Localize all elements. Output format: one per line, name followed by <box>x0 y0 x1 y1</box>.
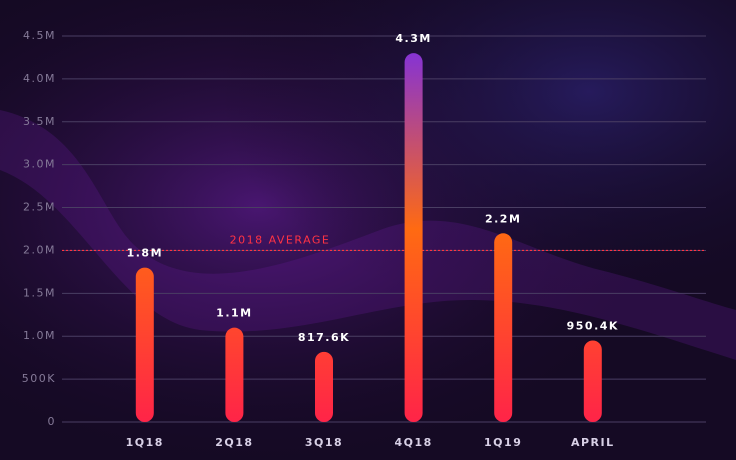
y-tick-label: 1.0M <box>23 329 56 342</box>
y-tick-label: 500K <box>22 372 56 385</box>
x-tick-label: APRIL <box>571 436 615 449</box>
x-tick-label: 1Q18 <box>126 436 164 449</box>
value-label: 2.2M <box>485 212 521 225</box>
x-tick-label: 1Q19 <box>484 436 522 449</box>
y-tick-label: 2.5M <box>23 201 56 214</box>
value-label: 4.3M <box>395 32 431 45</box>
y-tick-label: 3.5M <box>23 115 56 128</box>
bar <box>225 327 244 422</box>
x-tick-label: 2Q18 <box>215 436 253 449</box>
y-tick-label: 2.0M <box>23 243 56 256</box>
bar <box>583 340 602 422</box>
background-wave <box>0 110 736 360</box>
reference-label: 2018 AVERAGE <box>230 233 331 246</box>
bar <box>315 351 333 422</box>
value-label: 1.1M <box>216 307 252 320</box>
y-tick-label: 3.0M <box>23 158 56 171</box>
value-label: 817.6K <box>298 331 350 344</box>
bar <box>404 53 423 423</box>
value-label: 950.4K <box>567 319 619 332</box>
value-label: 1.8M <box>127 247 163 260</box>
bar <box>135 267 154 422</box>
y-tick-label: 0 <box>48 415 57 428</box>
y-tick-label: 4.0M <box>23 72 56 85</box>
y-tick-label: 4.5M <box>23 29 56 42</box>
bar <box>494 233 513 422</box>
y-tick-label: 1.5M <box>23 286 56 299</box>
x-tick-label: 4Q18 <box>394 436 432 449</box>
x-tick-label: 3Q18 <box>305 436 343 449</box>
